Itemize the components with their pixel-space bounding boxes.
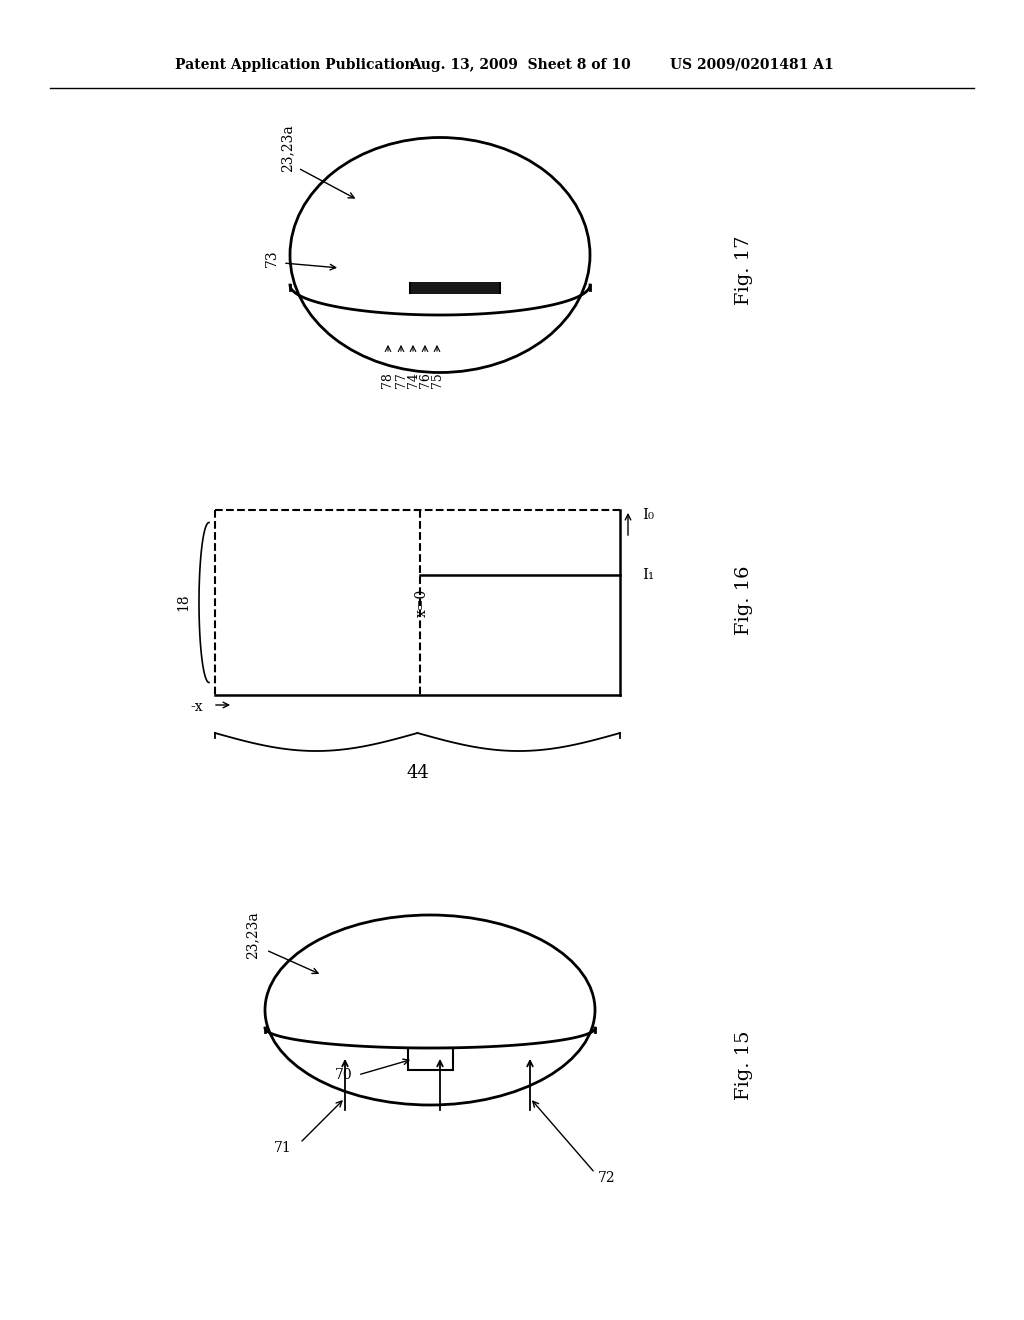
Text: 73: 73: [265, 249, 279, 267]
Text: Aug. 13, 2009  Sheet 8 of 10: Aug. 13, 2009 Sheet 8 of 10: [410, 58, 631, 73]
Bar: [408, 1048, 453, 1071]
Text: Patent Application Publication: Patent Application Publication: [175, 58, 415, 73]
Text: 77: 77: [394, 372, 408, 388]
Text: 74: 74: [407, 372, 420, 388]
Text: -x: -x: [190, 700, 203, 714]
Text: 72: 72: [598, 1171, 615, 1185]
Text: 23,23a: 23,23a: [245, 911, 259, 958]
Text: 44: 44: [407, 764, 429, 781]
Text: Fig. 15: Fig. 15: [735, 1030, 753, 1100]
Text: x=0: x=0: [415, 589, 429, 616]
Text: 78: 78: [382, 372, 394, 388]
Text: 23,23a: 23,23a: [280, 124, 294, 172]
Text: US 2009/0201481 A1: US 2009/0201481 A1: [670, 58, 834, 73]
Text: 76: 76: [419, 372, 431, 388]
Text: Fig. 16: Fig. 16: [735, 565, 753, 635]
Text: I₁: I₁: [642, 568, 654, 582]
Text: 18: 18: [176, 594, 190, 611]
Text: Fig. 17: Fig. 17: [735, 235, 753, 305]
Text: 75: 75: [430, 372, 443, 388]
Text: 71: 71: [274, 1140, 292, 1155]
Text: 70: 70: [335, 1068, 352, 1082]
Text: I₀: I₀: [642, 508, 654, 521]
